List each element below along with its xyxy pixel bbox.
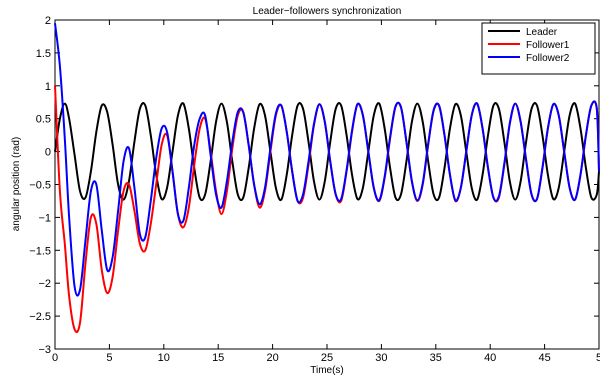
x-tick-label: 30 <box>375 352 387 364</box>
x-tick-label: 5 <box>596 352 600 364</box>
series-lines <box>54 23 600 333</box>
y-tick-label: 0 <box>45 147 51 159</box>
y-tick-label: 1 <box>45 81 51 93</box>
y-tick-label: −0.5 <box>29 180 51 192</box>
x-tick-label: 40 <box>484 352 496 364</box>
x-tick-label: 25 <box>321 352 333 364</box>
x-tick-label: 5 <box>106 352 112 364</box>
x-tick-label: 10 <box>158 352 170 364</box>
x-tick-label: 0 <box>52 352 58 364</box>
y-tick-label: −1 <box>38 212 51 224</box>
x-axis-label: Time(s) <box>310 365 344 376</box>
axis-ticks: 0 5 10 15 20 25 30 35 40 45 5 −3 −2.5 −2 −1.5 −1 −0.5 0 0.… <box>29 15 600 364</box>
legend-label-follower2: Follower2 <box>526 53 570 64</box>
y-tick-label: −2 <box>38 278 51 290</box>
y-tick-label: 1.5 <box>36 48 51 60</box>
series-line-leader <box>54 102 600 202</box>
y-tick-label: −3 <box>38 344 51 356</box>
x-tick-label: 45 <box>538 352 550 364</box>
series-line-follower2 <box>54 23 600 297</box>
y-tick-label: −2.5 <box>29 311 51 323</box>
chart-title: Leader−followers synchronization <box>253 6 402 17</box>
x-tick-label: 15 <box>212 352 224 364</box>
legend-label-follower1: Follower1 <box>526 40 570 51</box>
x-tick-label: 35 <box>430 352 442 364</box>
x-tick-label: 20 <box>266 352 278 364</box>
legend: Leader Follower1 Follower2 <box>481 22 596 75</box>
y-tick-label: 2 <box>45 15 51 27</box>
legend-label-leader: Leader <box>526 27 558 38</box>
y-axis-label: angular position (rad) <box>11 137 22 232</box>
y-tick-label: 0.5 <box>36 114 51 126</box>
plot-area <box>54 19 600 350</box>
y-tick-label: −1.5 <box>29 245 51 257</box>
